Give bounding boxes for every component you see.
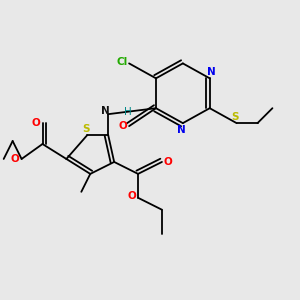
Text: Cl: Cl: [116, 57, 127, 67]
Text: N: N: [177, 125, 186, 135]
Text: O: O: [118, 121, 127, 131]
Text: O: O: [11, 154, 20, 164]
Text: O: O: [164, 157, 172, 167]
Text: N: N: [101, 106, 110, 116]
Text: O: O: [128, 191, 136, 201]
Text: O: O: [32, 118, 40, 128]
Text: N: N: [207, 67, 216, 77]
Text: S: S: [231, 112, 239, 122]
Text: H: H: [124, 107, 131, 117]
Text: S: S: [82, 124, 89, 134]
